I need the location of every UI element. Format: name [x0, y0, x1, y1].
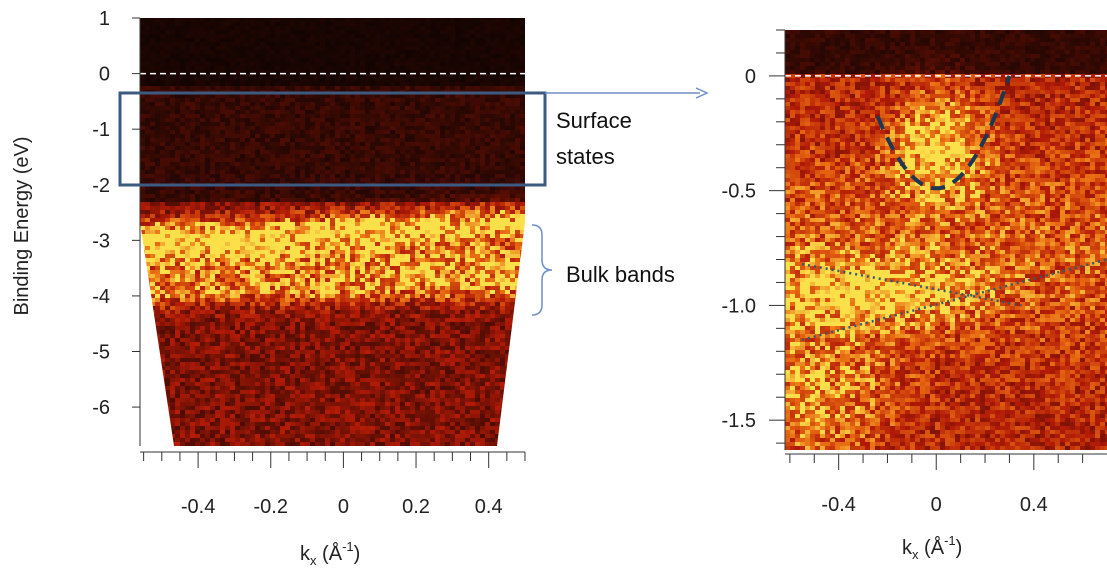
surface-state-parabola — [875, 75, 1012, 191]
y-tick-label: -3 — [92, 230, 110, 252]
x-tick-label: 0.4 — [1020, 494, 1048, 516]
y-tick-label: 0 — [745, 66, 756, 88]
left-x-axis: -0.4 -0.2 0 0.2 0.4 — [140, 451, 526, 518]
x-tick-label: 0 — [338, 496, 349, 518]
left-spectrum-heatmap — [140, 18, 525, 446]
y-tick-label: -2 — [92, 175, 110, 197]
x-tick-label: 0.4 — [475, 496, 503, 518]
dirac-cone-line-1 — [801, 262, 1022, 307]
right-y-axis: 0 -0.5 -1.0 -1.5 — [722, 29, 786, 450]
y-tick-label: -1.0 — [722, 295, 756, 317]
right-spectrum-heatmap — [785, 30, 1107, 450]
dirac-cone-line-2 — [801, 258, 1107, 342]
surface-states-box — [118, 91, 547, 187]
y-tick-label: -1.5 — [722, 410, 756, 432]
surface-states-label: Surface states — [556, 108, 638, 169]
y-tick-label: -5 — [92, 342, 110, 364]
y-tick-label: -1 — [92, 119, 110, 141]
y-tick-label: 1 — [99, 8, 110, 30]
right-x-axis: -0.4 0 0.4 — [785, 453, 1107, 516]
bulk-bands-bracket — [531, 224, 553, 316]
y-tick-label: -6 — [92, 397, 110, 419]
y-tick-label: 0 — [99, 64, 110, 86]
x-tick-label: -0.4 — [181, 496, 215, 518]
x-tick-label: 0 — [931, 494, 942, 516]
left-panel: -0.4 -0.2 0 0.2 0.4 1 0 -1 -2 -3 -4 -5 -6 Binding E… — [11, 8, 709, 568]
left-y-axis: 1 0 -1 -2 -3 -4 -5 -6 — [92, 8, 141, 446]
zoom-arrow — [545, 87, 709, 99]
bulk-bands-label: Bulk bands — [566, 262, 675, 287]
x-tick-label: -0.4 — [821, 494, 855, 516]
right-x-axis-label: kx (Å-1) — [902, 533, 962, 562]
left-y-axis-label: Binding Energy (eV) — [11, 137, 33, 316]
right-panel: -0.4 0 0.4 0 -0.5 -1.0 -1.5 kx (Å-1) — [722, 29, 1107, 562]
y-tick-label: -4 — [92, 286, 110, 308]
left-x-axis-label: kx (Å-1) — [300, 539, 360, 568]
y-tick-label: -0.5 — [722, 181, 756, 203]
x-tick-label: -0.2 — [254, 496, 288, 518]
x-tick-label: 0.2 — [402, 496, 430, 518]
